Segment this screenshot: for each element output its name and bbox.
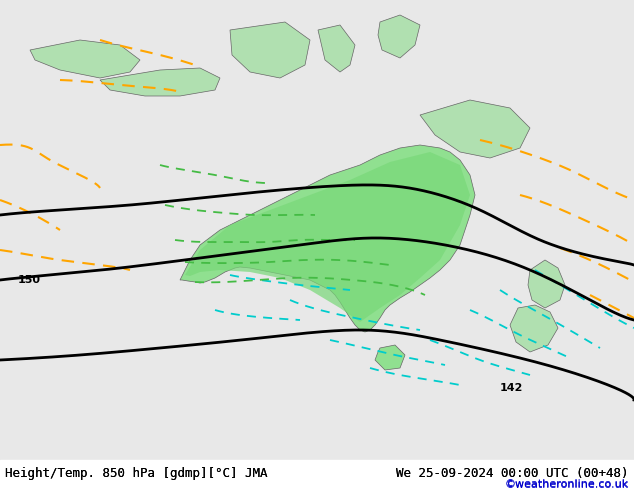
Polygon shape: [420, 100, 530, 158]
Polygon shape: [510, 305, 558, 352]
Polygon shape: [180, 145, 475, 332]
Polygon shape: [318, 25, 355, 72]
Polygon shape: [230, 22, 310, 78]
Polygon shape: [30, 40, 140, 78]
Polygon shape: [185, 152, 470, 322]
Polygon shape: [378, 15, 420, 58]
Polygon shape: [528, 260, 565, 308]
Text: We 25-09-2024 00:00 UTC (00+48): We 25-09-2024 00:00 UTC (00+48): [396, 467, 629, 480]
Text: Height/Temp. 850 hPa [gdmp][°C] JMA: Height/Temp. 850 hPa [gdmp][°C] JMA: [5, 467, 268, 480]
Text: We 25-09-2024 00:00 UTC (00+48): We 25-09-2024 00:00 UTC (00+48): [396, 467, 629, 480]
Polygon shape: [375, 345, 405, 370]
Text: Height/Temp. 850 hPa [gdmp][°C] JMA: Height/Temp. 850 hPa [gdmp][°C] JMA: [5, 467, 268, 480]
Text: ©weatheronline.co.uk: ©weatheronline.co.uk: [505, 479, 629, 489]
Bar: [0, 460, 634, 490]
Polygon shape: [100, 68, 220, 96]
Text: ©weatheronline.co.uk: ©weatheronline.co.uk: [505, 480, 629, 490]
Text: 142: 142: [500, 383, 524, 393]
Text: 150: 150: [18, 275, 41, 285]
